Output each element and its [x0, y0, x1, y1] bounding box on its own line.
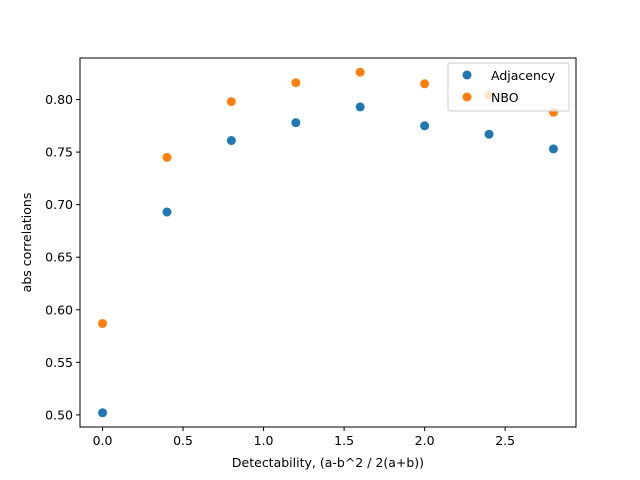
data-point-adjacency-0 — [98, 408, 108, 418]
data-point-nbo-1 — [162, 152, 172, 162]
legend-marker-nbo — [462, 92, 472, 102]
data-point-nbo-2 — [226, 97, 236, 107]
x-tick-label: 2.0 — [415, 433, 435, 448]
y-tick-label: 0.75 — [45, 145, 73, 160]
plot-area-background — [80, 58, 576, 427]
data-point-nbo-4 — [355, 67, 365, 77]
data-point-adjacency-3 — [291, 118, 301, 128]
plot-area-frame — [79, 57, 577, 428]
data-point-adjacency-5 — [420, 121, 430, 131]
y-tick-label: 0.60 — [45, 302, 73, 317]
x-axis: 0.0 0.5 1.0 1.5 2.0 2.5 — [93, 427, 515, 448]
x-axis-label: Detectability, (a-b^2 / 2(a+b)) — [232, 455, 424, 470]
data-point-adjacency-7 — [548, 144, 558, 154]
data-point-adjacency-1 — [162, 207, 172, 217]
legend-marker-adjacency — [462, 70, 472, 80]
y-tick-label: 0.65 — [45, 250, 73, 265]
legend-label-nbo: NBO — [491, 90, 519, 105]
y-tick-label: 0.70 — [45, 197, 73, 212]
data-point-adjacency-6 — [484, 129, 494, 139]
y-axis-label: abs correlations — [19, 193, 34, 293]
legend: Adjacency NBO — [447, 62, 570, 112]
x-tick-label: 0.0 — [93, 433, 113, 448]
legend-label-adjacency: Adjacency — [491, 68, 556, 83]
y-tick-label: 0.80 — [45, 92, 73, 107]
y-tick-label: 0.50 — [45, 407, 73, 422]
x-tick-label: 1.0 — [254, 433, 274, 448]
y-axis: 0.50 0.55 0.60 0.65 0.70 0.75 0.80 — [45, 92, 80, 422]
data-point-adjacency-4 — [355, 102, 365, 112]
data-point-adjacency-2 — [226, 136, 236, 146]
data-point-nbo-0 — [98, 318, 108, 328]
data-point-nbo-5 — [420, 79, 430, 89]
legend-frame — [447, 62, 570, 112]
data-point-nbo-3 — [291, 78, 301, 88]
x-tick-label: 1.5 — [334, 433, 354, 448]
y-tick-label: 0.55 — [45, 355, 73, 370]
x-tick-label: 0.5 — [173, 433, 193, 448]
x-tick-label: 2.5 — [495, 433, 515, 448]
